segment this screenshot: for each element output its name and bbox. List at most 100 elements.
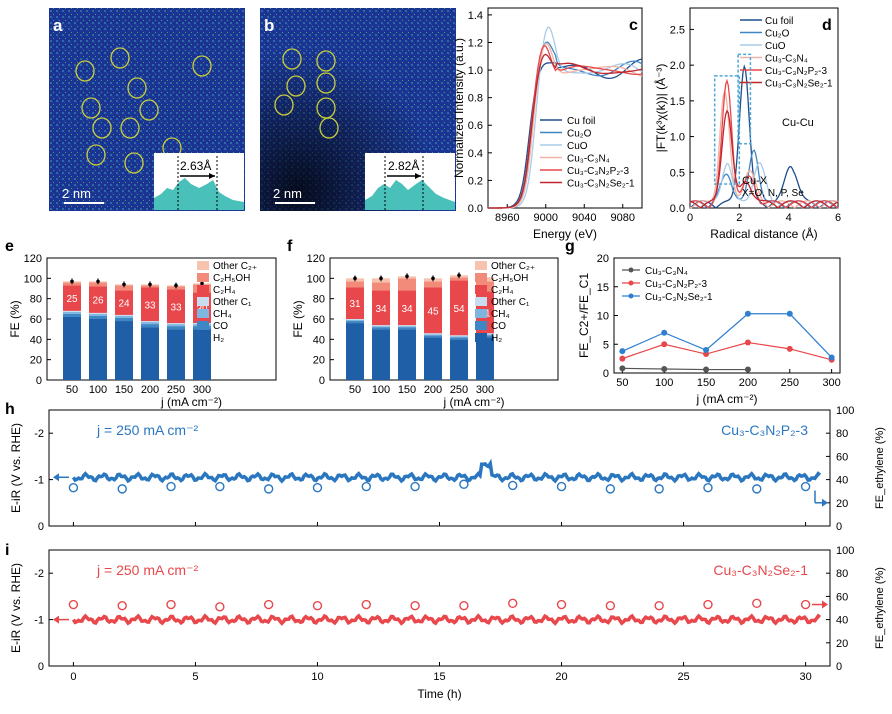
fe-f-ytick-label: 20 <box>313 355 325 367</box>
exafs-xtick-label: 6 <box>835 212 841 224</box>
ratio-point <box>703 366 710 373</box>
fe-f-legend-label: C₂H₅OH <box>491 273 528 284</box>
xanes-ytick-label: 0.0 <box>468 203 483 215</box>
fe-e-legend-label: CO <box>213 321 228 332</box>
stab-i-y2tick-label: 0 <box>836 661 842 673</box>
fe-e-bar-segment <box>63 310 81 312</box>
fe-e-ylabel: FE (%) <box>8 300 22 337</box>
stab-i-xtick-label: 30 <box>799 671 811 683</box>
ratio-point <box>828 354 835 361</box>
stab-i-fe-point <box>800 599 811 610</box>
stab-h-fe-point <box>410 481 420 492</box>
fe-e-ytick-label: 40 <box>30 334 42 346</box>
lattice-spacing-a: 2.63Å <box>180 158 211 173</box>
xanes-frame <box>487 7 643 209</box>
fe-e-bar-segment <box>89 286 107 313</box>
fe-e-bar-segment <box>115 314 133 316</box>
stab-i-xtick-label: 15 <box>433 671 445 683</box>
fe-e-bar-segment <box>115 321 133 380</box>
stab-i-fe-point <box>215 602 225 612</box>
ratio-point <box>661 341 668 348</box>
fe-f-ytick-label: 0 <box>319 375 325 387</box>
ratio-point <box>744 366 751 373</box>
ratio-ytick-label: 15 <box>597 282 609 294</box>
ratio-xlabel: j (mA cm⁻²) <box>696 392 758 406</box>
panel-letter-b: b <box>264 16 274 35</box>
xanes-ytick-label: 0.4 <box>468 148 483 160</box>
panel-letter-e: e <box>5 238 14 255</box>
fe-f-bar-segment <box>424 287 442 334</box>
xanes-xtick-label: 9040 <box>572 212 596 224</box>
exafs-legend-label: Cu₃-C₃N₂P₂-3 <box>765 66 827 77</box>
fe-e-ytick-label: 120 <box>24 253 42 265</box>
xanes-legend-label: Cu foil <box>567 116 595 127</box>
fe-f-bar-segment <box>398 325 416 327</box>
exafs-xtick-label: 0 <box>687 212 693 224</box>
fe-e-xtick-label: 50 <box>66 384 78 396</box>
ratio-series-line <box>622 367 748 371</box>
fe-f-legend-label: Other C₂₊ <box>491 261 535 272</box>
fe-e-xtick-label: 150 <box>115 384 133 396</box>
fe-f-bar-segment <box>450 335 468 337</box>
fe-f-ytick-label: 60 <box>313 314 325 326</box>
ratio-point <box>661 329 668 336</box>
fe-f-xtick-label: 200 <box>424 384 442 396</box>
panel-letter-h: h <box>5 401 15 418</box>
fe-e-xlabel: j (mA cm⁻²) <box>160 395 222 409</box>
fe-f-c2h4-label: 54 <box>453 304 465 315</box>
stab-i-current-label: j = 250 mA cm⁻² <box>96 562 198 578</box>
fe-e-legend-label: C₂H₅OH <box>213 273 250 284</box>
fe-f-ylabel: FE (%) <box>291 300 305 337</box>
fe-f-bar-segment <box>424 281 442 288</box>
stab-i-xlabel: Time (h) <box>417 687 461 701</box>
stab-i-fe-point <box>312 600 323 611</box>
ratio-legend-marker <box>628 293 634 299</box>
stab-i-fe-point <box>361 599 371 610</box>
panel-letter-g: g <box>565 238 575 255</box>
xanes-ytick-label: 0.8 <box>468 93 483 105</box>
stab-h-fe-point <box>654 484 664 494</box>
fe-e-xtick-label: 300 <box>193 384 211 396</box>
stab-h-y2tick-label: 20 <box>836 498 848 510</box>
stab-h-right-arrow-head <box>822 498 828 507</box>
ratio-ylabel: FE_C2+/FE_C1 <box>577 273 591 358</box>
fe-f-ytick-label: 80 <box>313 294 325 306</box>
fe-f-bar-segment <box>398 329 416 380</box>
fe-e-bar-segment <box>115 317 133 322</box>
ratio-ytick-label: 20 <box>597 253 609 265</box>
xanes-xtick-label: 9080 <box>611 212 635 224</box>
stab-i-y2tick-label: 80 <box>836 568 848 580</box>
xanes-legend-label: Cu₃-C₃N₂P₂-3 <box>567 166 629 177</box>
fe-f-legend-swatch <box>475 285 487 294</box>
fe-e-legend-label: C₂H₄ <box>213 285 235 296</box>
fe-f-bar-segment <box>346 281 364 288</box>
panel-letter-i: i <box>5 542 9 559</box>
fe-f-bar-segment <box>346 320 364 322</box>
fe-f-xtick-label: 50 <box>349 384 361 396</box>
fe-f-legend-label: CH₄ <box>491 309 510 320</box>
panel-letter-a: a <box>53 16 63 35</box>
fe-e-legend-label: CH₄ <box>213 309 232 320</box>
xanes-series-line <box>487 42 643 209</box>
fe-e-xtick-label: 250 <box>167 384 185 396</box>
stab-i-fe-point <box>166 599 176 610</box>
stab-i-xtick-label: 10 <box>311 671 323 683</box>
fe-f-legend-swatch <box>475 261 487 270</box>
fe-f-ytick-label: 100 <box>307 273 325 285</box>
exafs-xlabel: Radical distance (Å) <box>710 226 817 241</box>
stab-i-y2tick-label: 40 <box>836 615 848 627</box>
stab-i-ytick-label: 0 <box>38 661 44 673</box>
stab-h-fe-point <box>508 480 518 491</box>
fe-e-ytick-label: 80 <box>30 294 42 306</box>
stab-h-sample-label: Cu₃-C₃N₂P₂-3 <box>721 422 808 438</box>
fe-f-bar-segment <box>372 329 390 380</box>
fe-e-bar-segment <box>89 312 107 314</box>
fe-f-ytick-label: 40 <box>313 334 325 346</box>
stab-h-fe-point <box>68 483 79 493</box>
exafs-ytick-label: 1.0 <box>670 132 685 144</box>
ratio-xtick-label: 200 <box>739 377 757 389</box>
fe-f-legend-label: CO <box>491 321 506 332</box>
fe-e-bar-segment <box>141 287 159 322</box>
stab-i-y2tick-label: 60 <box>836 591 848 603</box>
stab-h-left-arrow-head <box>53 473 59 482</box>
